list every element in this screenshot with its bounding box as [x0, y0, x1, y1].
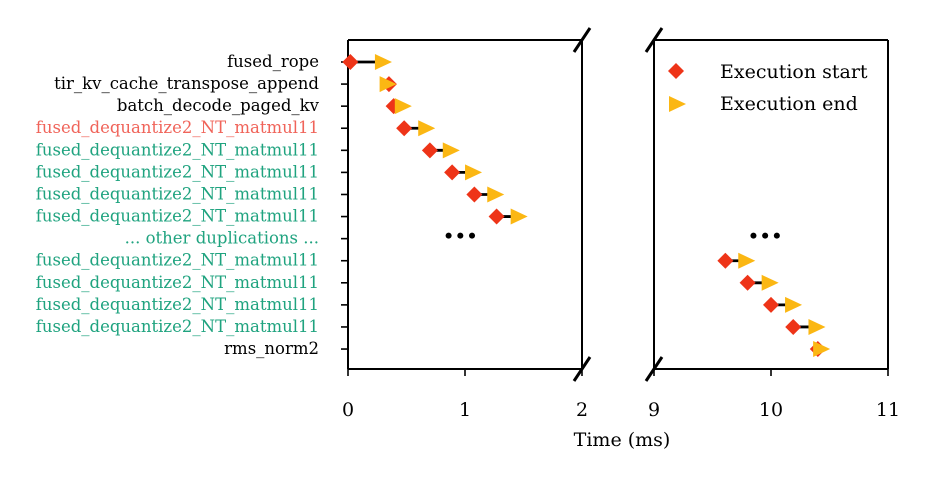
execution-start-marker — [444, 164, 461, 181]
execution-end-marker — [761, 274, 779, 291]
execution-start-marker — [421, 142, 438, 159]
ellipsis-dots — [445, 232, 780, 239]
x-tick-label: 9 — [648, 399, 660, 421]
legend-label: Execution start — [720, 61, 868, 83]
execution-start-marker — [763, 296, 779, 313]
y-tick-label: fused_dequantize2_NT_matmul11 — [36, 273, 319, 292]
x-tick-label: 11 — [876, 399, 900, 421]
y-tick-label: tir_kv_cache_transpose_append — [54, 74, 319, 93]
axis-break-mark — [572, 27, 592, 53]
execution-end-marker — [394, 98, 412, 115]
ellipsis-dot — [457, 232, 464, 239]
execution-end-marker — [808, 318, 826, 335]
execution-start-marker — [739, 274, 756, 291]
y-tick-label: batch_decode_paged_kv — [117, 96, 320, 115]
markers — [342, 54, 831, 358]
axis-break-mark — [644, 27, 664, 53]
execution-end-marker — [510, 208, 528, 225]
y-tick-label: fused_dequantize2_NT_matmul11 — [36, 251, 319, 270]
y-tick-label: fused_dequantize2_NT_matmul11 — [36, 295, 319, 314]
execution-end-marker — [374, 54, 392, 70]
x-axis-label: Time (ms) — [574, 429, 671, 451]
y-tick-label: fused_dequantize2_NT_matmul11 — [36, 118, 319, 137]
execution-start-marker — [717, 252, 734, 269]
execution-end-marker — [418, 120, 436, 137]
x-tick-label: 2 — [576, 399, 588, 421]
execution-start-marker — [342, 54, 359, 70]
execution-end-marker — [785, 296, 803, 313]
execution-end-marker — [442, 142, 460, 159]
ellipsis-dot — [762, 232, 769, 239]
y-tick-label: rms_norm2 — [224, 339, 319, 358]
y-tick-label: fused_dequantize2_NT_matmul11 — [36, 317, 319, 336]
ellipsis-dot — [445, 232, 452, 239]
execution-start-marker — [396, 120, 413, 137]
execution-end-marker — [379, 76, 397, 93]
y-tick-label: ... other duplications ... — [125, 229, 319, 248]
y-tick-label: fused_dequantize2_NT_matmul11 — [36, 162, 319, 181]
execution-end-marker — [738, 252, 756, 269]
execution-end-marker — [465, 164, 483, 181]
x-tick-label: 0 — [342, 399, 354, 421]
execution-end-marker — [813, 341, 831, 358]
y-tick-label: fused_dequantize2_NT_matmul11 — [36, 184, 319, 203]
y-tick-label: fused_rope — [227, 52, 319, 71]
execution-start-marker — [785, 318, 802, 335]
execution-end-marker — [487, 186, 505, 203]
right-panel — [644, 27, 889, 382]
x-tick-label: 10 — [759, 399, 783, 421]
ellipsis-dot — [469, 232, 476, 239]
legend-triangle-icon — [669, 96, 686, 112]
y-axis: fused_rope tir_kv_cache_transpose_appendb… — [36, 52, 348, 358]
x-axis: 0 1 2 9 10 11 — [342, 369, 900, 421]
legend-diamond-icon — [668, 63, 684, 79]
execution-start-marker — [488, 208, 505, 225]
legend-label: Execution end — [720, 93, 858, 115]
legend: Execution start Execution end — [668, 61, 868, 115]
x-tick-label: 1 — [459, 399, 471, 421]
execution-start-marker — [466, 186, 483, 203]
ellipsis-dot — [773, 232, 780, 239]
y-tick-label: fused_dequantize2_NT_matmul11 — [36, 140, 319, 159]
ellipsis-dot — [750, 232, 757, 239]
y-tick-label: fused_dequantize2_NT_matmul11 — [36, 207, 319, 226]
